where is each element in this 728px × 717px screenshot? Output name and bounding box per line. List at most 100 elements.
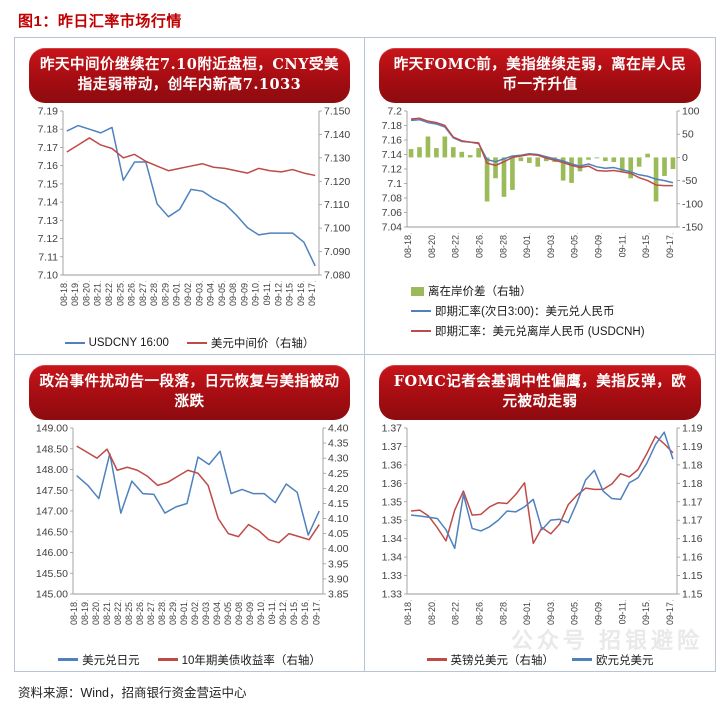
legend-item: 美元兑日元 (58, 652, 140, 668)
svg-text:7.16: 7.16 (382, 135, 403, 147)
svg-text:148.50: 148.50 (36, 443, 68, 455)
svg-text:08-26: 08-26 (127, 283, 137, 306)
legend-item: 欧元兑美元 (572, 652, 654, 668)
svg-text:08-20: 08-20 (91, 602, 101, 625)
chart-usdcny-fixing: 7.10 7.11 7.12 7.13 7.14 7.15 7.16 7.17 7.18 7.19… (23, 105, 356, 337)
svg-text:7.15: 7.15 (38, 178, 59, 190)
svg-text:7.19: 7.19 (38, 106, 59, 118)
svg-text:7.16: 7.16 (38, 160, 59, 172)
svg-text:1.33: 1.33 (382, 588, 403, 600)
svg-text:1.35: 1.35 (382, 514, 403, 526)
svg-text:7.11: 7.11 (38, 251, 58, 263)
svg-text:08-26: 08-26 (135, 602, 145, 625)
svg-text:08-22: 08-22 (113, 602, 123, 625)
svg-text:4.20: 4.20 (328, 482, 349, 494)
svg-text:147.00: 147.00 (36, 505, 68, 517)
svg-text:4.40: 4.40 (328, 422, 349, 434)
svg-text:0: 0 (682, 152, 688, 164)
legend-top-right: 离在岸价差（右轴） 即期汇率(次日3:00)：美元兑人民币 即期汇率：美元兑离岸… (373, 283, 707, 339)
svg-text:1.33: 1.33 (382, 570, 403, 582)
svg-text:7.130: 7.130 (324, 152, 350, 164)
page-title: 图1：昨日汇率市场行情 (18, 13, 182, 30)
svg-text:7.06: 7.06 (382, 207, 403, 219)
svg-text:08-28: 08-28 (498, 235, 508, 258)
panel-bottom-left: 政治事件扰动告一段落，日元恢复与美指被动涨跌 145.00 145.50 146.0… (15, 354, 365, 671)
legend-top-left: USDCNY 16:00 美元中间价（右轴） (23, 335, 356, 351)
svg-text:100: 100 (682, 106, 700, 118)
svg-text:09-04: 09-04 (212, 602, 222, 625)
svg-text:08-18: 08-18 (69, 602, 79, 625)
svg-text:08-20: 08-20 (81, 283, 91, 306)
svg-text:7.18: 7.18 (38, 124, 59, 136)
svg-text:1.37: 1.37 (382, 440, 403, 452)
svg-text:09-03: 09-03 (194, 283, 204, 306)
svg-text:09-16: 09-16 (300, 602, 310, 625)
svg-text:145.50: 145.50 (36, 567, 68, 579)
svg-text:08-29: 08-29 (168, 602, 178, 625)
panel-bottom-right-banner: FOMC记者会基调中性偏鹰，美指反弹，欧元被动走弱 (379, 364, 701, 420)
legend-item: USDCNY 16:00 (64, 337, 169, 349)
chart-usdjpy-ust10y: 145.00 145.50 146.00 146.50 147.00 147.50 148.… (23, 422, 356, 654)
svg-text:4.30: 4.30 (328, 452, 349, 464)
svg-text:09-09: 09-09 (594, 602, 604, 625)
svg-text:09-11: 09-11 (617, 235, 627, 257)
legend-label: 10年期美债收益率（右轴） (181, 654, 321, 667)
svg-text:08-20: 08-20 (427, 602, 437, 625)
svg-text:09-03: 09-03 (201, 602, 211, 625)
svg-text:7.090: 7.090 (324, 246, 350, 258)
svg-text:-100: -100 (682, 198, 703, 210)
svg-text:08-25: 08-25 (124, 602, 134, 625)
svg-text:7.100: 7.100 (324, 223, 350, 235)
svg-text:1.37: 1.37 (382, 422, 403, 434)
svg-text:09-11: 09-11 (262, 283, 272, 305)
svg-text:1.15: 1.15 (682, 570, 703, 582)
svg-text:145.00: 145.00 (36, 588, 68, 600)
svg-text:4.35: 4.35 (328, 437, 349, 449)
svg-text:1.35: 1.35 (382, 496, 403, 508)
svg-text:146.50: 146.50 (36, 526, 68, 538)
legend-swatch-icon (426, 658, 447, 661)
legend-label: 即期汇率：美元兑离岸人民币 (USDCNH) (435, 326, 645, 338)
svg-text:149.00: 149.00 (36, 422, 68, 434)
svg-text:09-17: 09-17 (311, 602, 321, 625)
svg-text:7.14: 7.14 (382, 149, 403, 161)
svg-text:09-04: 09-04 (206, 283, 216, 306)
legend-label: 欧元兑美元 (596, 654, 654, 667)
svg-text:148.00: 148.00 (36, 464, 68, 476)
svg-text:7.13: 7.13 (38, 215, 59, 227)
svg-text:7.2: 7.2 (387, 106, 402, 118)
svg-text:09-02: 09-02 (183, 283, 193, 306)
svg-text:08-22: 08-22 (451, 235, 461, 258)
source-note: 资料来源：Wind，招商银行资金营运中心 (18, 686, 247, 700)
svg-text:7.140: 7.140 (324, 129, 350, 141)
svg-text:4.25: 4.25 (328, 467, 349, 479)
svg-text:7.150: 7.150 (324, 106, 350, 118)
svg-text:09-10: 09-10 (256, 602, 266, 625)
svg-text:1.36: 1.36 (382, 459, 403, 471)
svg-text:7.110: 7.110 (324, 199, 350, 211)
panel-top-right-banner: 昨天FOMC前，美指继续走弱，离在岸人民币一齐升值 (379, 48, 701, 103)
svg-text:09-08: 09-08 (228, 283, 238, 306)
svg-text:09-05: 09-05 (217, 283, 227, 306)
svg-text:09-01: 09-01 (522, 235, 532, 258)
legend-label: 即期汇率(次日3:00)：美元兑人民币 (435, 306, 615, 318)
legend-label: 离在岸价差（右轴） (428, 286, 532, 298)
legend-swatch-icon (186, 341, 207, 345)
svg-text:08-18: 08-18 (59, 283, 69, 306)
svg-text:08-18: 08-18 (403, 602, 413, 625)
svg-text:1.17: 1.17 (682, 514, 703, 526)
svg-text:08-22: 08-22 (451, 602, 461, 625)
svg-text:09-10: 09-10 (251, 283, 261, 306)
svg-text:09-09: 09-09 (245, 602, 255, 625)
svg-text:08-29: 08-29 (160, 283, 170, 306)
svg-text:09-03: 09-03 (546, 235, 556, 258)
legend-label: 美元中间价（右轴） (210, 338, 315, 350)
panel-bottom-right: FOMC记者会基调中性偏鹰，美指反弹，欧元被动走弱 1.33 1.33 1.34 1.… (365, 355, 715, 672)
svg-text:09-08: 09-08 (234, 602, 244, 625)
svg-text:-150: -150 (682, 222, 703, 234)
svg-text:08-19: 08-19 (70, 283, 80, 306)
svg-text:08-25: 08-25 (115, 283, 125, 306)
svg-text:7.12: 7.12 (38, 233, 59, 245)
svg-text:09-17: 09-17 (665, 235, 675, 258)
svg-text:09-09: 09-09 (594, 235, 604, 258)
